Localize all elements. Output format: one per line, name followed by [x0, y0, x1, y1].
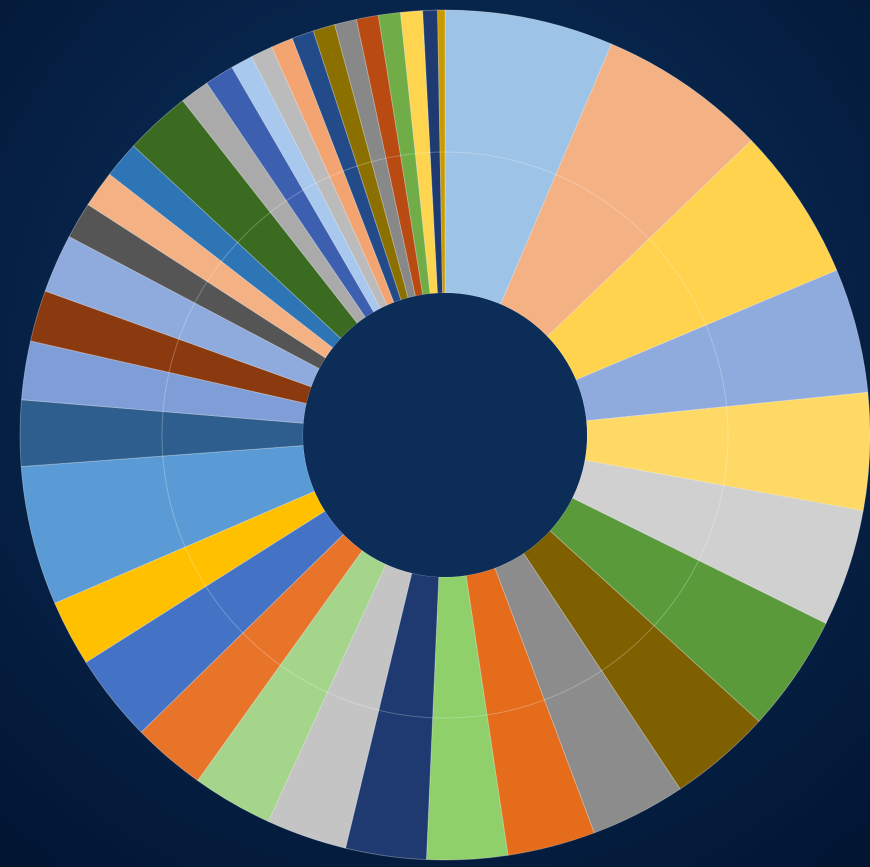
donut-segment — [549, 497, 827, 722]
ring-divider — [161, 151, 729, 719]
donut — [19, 9, 870, 861]
donut-hole — [303, 293, 587, 577]
